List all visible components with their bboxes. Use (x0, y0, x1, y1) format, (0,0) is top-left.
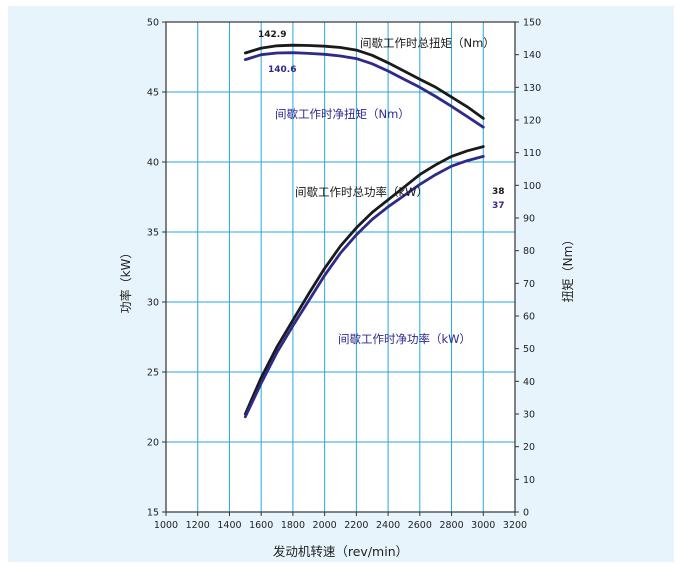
value-annotation-1: 140.6 (268, 65, 296, 75)
y-left-tick-label: 35 (147, 228, 159, 239)
y-right-tick-label: 90 (523, 214, 535, 225)
y-right-tick-label: 0 (523, 508, 529, 519)
y-right-tick-label: 150 (523, 18, 541, 29)
value-annotation-2: 38 (492, 187, 505, 197)
y-left-tick-label: 15 (147, 508, 159, 519)
x-tick-label: 2200 (344, 520, 368, 531)
series-line-0 (243, 43, 485, 120)
y-left-tick-label: 30 (147, 298, 159, 309)
series-line-3 (243, 154, 485, 419)
series-label-1: 间歇工作时净扭矩（Nm） (275, 107, 410, 121)
x-tick-label: 2600 (408, 520, 432, 531)
x-tick-label: 2800 (439, 520, 463, 531)
y-right-tick-label: 120 (523, 116, 541, 127)
y-right-tick-label: 60 (523, 312, 535, 323)
series-label-2: 间歇工作时总功率（kW） (295, 185, 428, 199)
x-tick-label: 2400 (376, 520, 400, 531)
x-tick-label: 1000 (154, 520, 178, 531)
y-left-tick-label: 50 (147, 18, 159, 29)
y-right-tick-label: 20 (523, 442, 535, 453)
x-tick-label: 3200 (503, 520, 527, 531)
series-line-2 (243, 145, 485, 416)
series-line-1 (243, 51, 485, 129)
value-annotation-3: 37 (492, 201, 505, 211)
series-label-3: 间歇工作时净功率（kW） (338, 332, 471, 346)
value-annotation-0: 142.9 (258, 30, 286, 40)
y-left-tick-label: 20 (147, 438, 159, 449)
y-right-tick-label: 10 (523, 475, 535, 486)
y-right-tick-label: 140 (523, 50, 541, 61)
x-axis-title: 发动机转速（rev/min） (273, 544, 408, 559)
x-tick-label: 2000 (313, 520, 337, 531)
plot-frame (165, 21, 516, 513)
series-layer (243, 43, 485, 419)
y-right-tick-label: 80 (523, 246, 535, 257)
series-label-0: 间歇工作时总扭矩（Nm） (360, 36, 495, 50)
y-left-tick-label: 25 (147, 368, 159, 379)
y-left-axis-title: 功率（kW） (118, 247, 133, 314)
x-tick-label: 1800 (281, 520, 305, 531)
plot-border (165, 21, 516, 513)
y-right-tick-label: 30 (523, 410, 535, 421)
y-right-tick-label: 130 (523, 83, 541, 94)
plot-area (166, 22, 515, 512)
y-right-axis-title: 扭矩（Nm） (561, 234, 575, 303)
y-left-tick-label: 40 (147, 158, 159, 169)
text-layer: 1000 1200 1400 1600 1800 2000 2200 2400 2600 2800… (118, 18, 575, 560)
x-tick-label: 1600 (249, 520, 273, 531)
tick-marks (162, 21, 519, 516)
y-right-tick-label: 110 (523, 148, 541, 159)
y-right-tick-label: 70 (523, 279, 535, 290)
x-tick-label: 3000 (471, 520, 495, 531)
x-tick-label: 1400 (217, 520, 241, 531)
y-right-tick-label: 40 (523, 377, 535, 388)
y-right-tick-label: 50 (523, 344, 535, 355)
x-tick-label: 1200 (186, 520, 210, 531)
grid-lines (166, 22, 515, 512)
y-right-tick-label: 100 (523, 181, 541, 192)
y-left-tick-label: 45 (147, 88, 159, 99)
